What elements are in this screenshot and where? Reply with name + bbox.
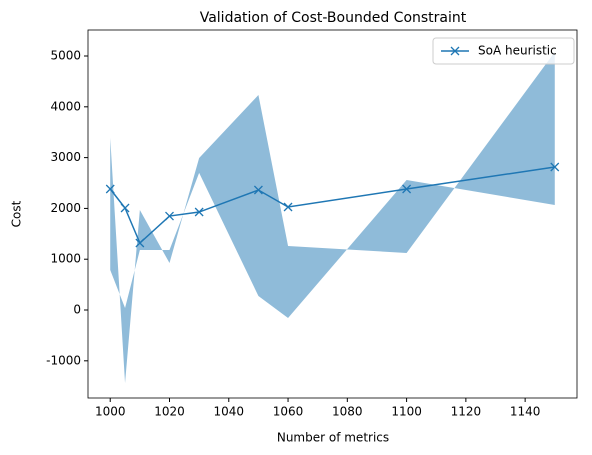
x-tick-label: 1040 xyxy=(213,405,244,419)
x-tick-label: 1020 xyxy=(154,405,185,419)
x-tick-label: 1000 xyxy=(95,405,126,419)
marker xyxy=(135,238,145,248)
marker xyxy=(550,162,560,172)
x-tick-label: 1120 xyxy=(451,405,482,419)
marker xyxy=(253,185,263,195)
band xyxy=(110,51,555,384)
marker xyxy=(194,207,204,217)
x-axis-label: Number of metrics xyxy=(277,431,389,445)
y-tick-label: 4000 xyxy=(50,99,81,113)
x-tick-label: 1080 xyxy=(332,405,363,419)
legend-box xyxy=(432,37,575,65)
marker xyxy=(283,202,293,212)
y-tick-label: 3000 xyxy=(50,150,81,164)
marker xyxy=(120,203,130,213)
y-tick-label: 1000 xyxy=(50,252,81,266)
y-tick-label: 0 xyxy=(73,303,81,317)
y-tick-label: 2000 xyxy=(50,201,81,215)
x-tick-label: 1100 xyxy=(391,405,422,419)
x-tick-label: 1060 xyxy=(273,405,304,419)
chart-title: Validation of Cost-Bounded Constraint xyxy=(200,10,467,26)
marker xyxy=(165,211,174,221)
y-tick-label: 5000 xyxy=(50,49,81,63)
marker xyxy=(105,184,115,194)
x-tick-label: 1140 xyxy=(510,405,541,419)
y-axis-label: Cost xyxy=(10,200,24,227)
marker xyxy=(402,184,412,194)
legend-marker xyxy=(450,46,460,56)
legend-label: SoA heuristic xyxy=(478,44,557,58)
y-tick-label: -1000 xyxy=(46,353,81,367)
plot-frame xyxy=(87,29,578,399)
